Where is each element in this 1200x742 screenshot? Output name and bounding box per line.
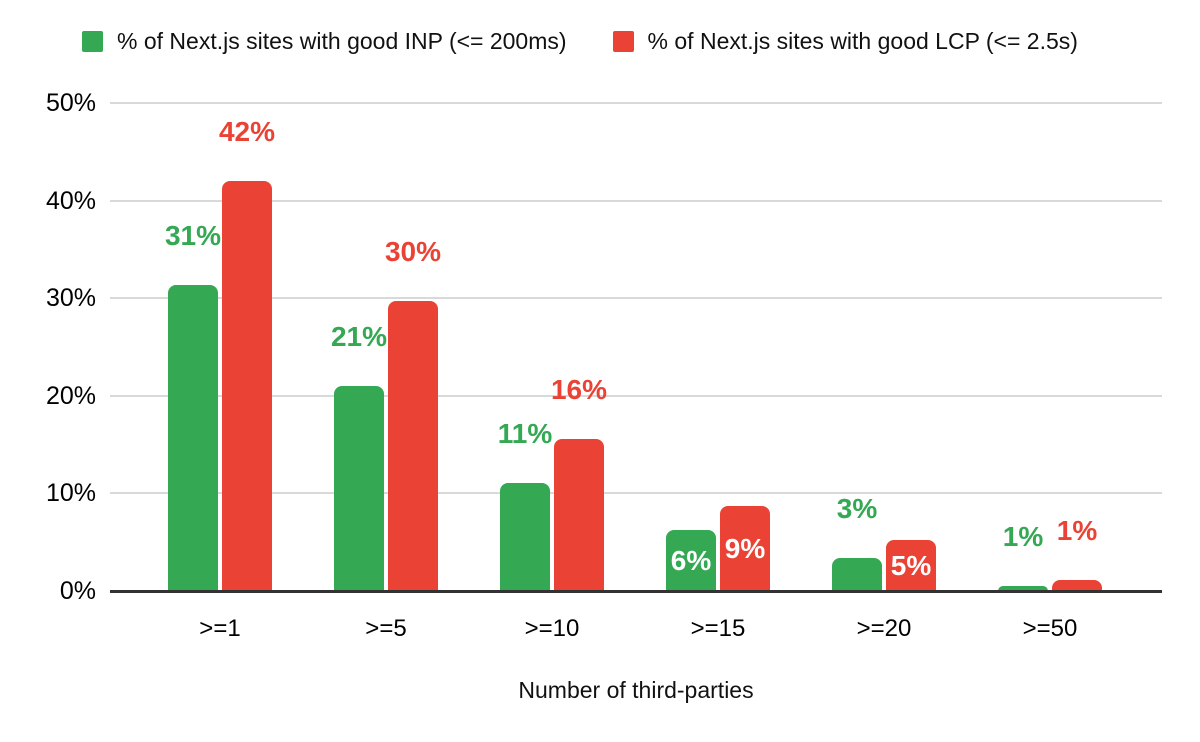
- bar-lcp-ge15: [720, 506, 770, 591]
- x-axis-tick-ge20: >=20: [856, 615, 912, 642]
- gridline-40%: [110, 199, 1162, 202]
- y-axis-tick-0%: 0%: [59, 577, 96, 605]
- bar-lcp-ge1: [222, 181, 272, 591]
- bar-inp-ge15: [666, 530, 716, 591]
- bar-label-inp-ge50: 1%: [1002, 521, 1044, 552]
- bar-lcp-ge5: [388, 301, 438, 591]
- legend-swatch-inp-icon: [82, 31, 103, 52]
- y-axis-tick-20%: 20%: [45, 381, 96, 410]
- legend-item-lcp: % of Next.js sites with good LCP (<= 2.5…: [612, 28, 1078, 55]
- bar-label-lcp-ge50: 1%: [1056, 515, 1098, 546]
- legend-swatch-lcp-icon: [612, 31, 634, 52]
- legend-label-lcp: % of Next.js sites with good LCP (<= 2.5…: [647, 28, 1078, 54]
- bar-label-lcp-ge10: 16%: [550, 374, 608, 405]
- bar-label-lcp-ge1: 42%: [218, 116, 276, 147]
- bar-inp-ge1: [168, 285, 218, 591]
- y-axis-tick-10%: 10%: [45, 479, 96, 508]
- gridline-50%: [110, 102, 1162, 104]
- y-axis-tick-50%: 50%: [45, 89, 96, 117]
- bar-label-lcp-ge20: 5%: [890, 549, 932, 581]
- bar-label-lcp-ge15: 9%: [724, 532, 766, 564]
- x-axis-line: [110, 590, 1162, 593]
- x-axis-tick-ge1: >=1: [199, 615, 241, 642]
- x-axis-tick-ge10: >=10: [524, 615, 580, 642]
- bar-label-inp-ge10: 11%: [497, 418, 553, 449]
- y-axis-tick-40%: 40%: [45, 186, 96, 215]
- bar-lcp-ge50: [1052, 580, 1102, 591]
- x-axis-tick-ge15: >=15: [690, 615, 746, 642]
- bar-inp-ge20: [832, 558, 882, 591]
- bar-inp-ge50: [998, 586, 1048, 591]
- bar-label-lcp-ge5: 30%: [384, 236, 442, 267]
- y-axis-tick-30%: 30%: [45, 284, 96, 313]
- bar-label-inp-ge1: 31%: [164, 220, 222, 251]
- bar-inp-ge5: [334, 386, 384, 591]
- x-axis-title: Number of third-parties: [518, 677, 754, 703]
- bar-lcp-ge10: [554, 439, 604, 591]
- gridline-20%: [110, 394, 1162, 397]
- bar-label-inp-ge20: 3%: [836, 493, 878, 524]
- bar-inp-ge10: [500, 483, 550, 591]
- x-axis-tick-ge5: >=5: [365, 615, 407, 642]
- legend-item-inp: % of Next.js sites with good INP (<= 200…: [82, 28, 567, 55]
- legend-label-inp: % of Next.js sites with good INP (<= 200…: [117, 28, 567, 54]
- bar-label-inp-ge5: 21%: [330, 321, 388, 352]
- bar-label-inp-ge15: 6%: [670, 544, 712, 576]
- x-axis-tick-ge50: >=50: [1022, 615, 1078, 642]
- gridline-10%: [110, 492, 1162, 495]
- legend: % of Next.js sites with good INP (<= 200…: [82, 28, 1078, 55]
- bar-lcp-ge20: [886, 540, 936, 591]
- gridline-30%: [110, 297, 1162, 300]
